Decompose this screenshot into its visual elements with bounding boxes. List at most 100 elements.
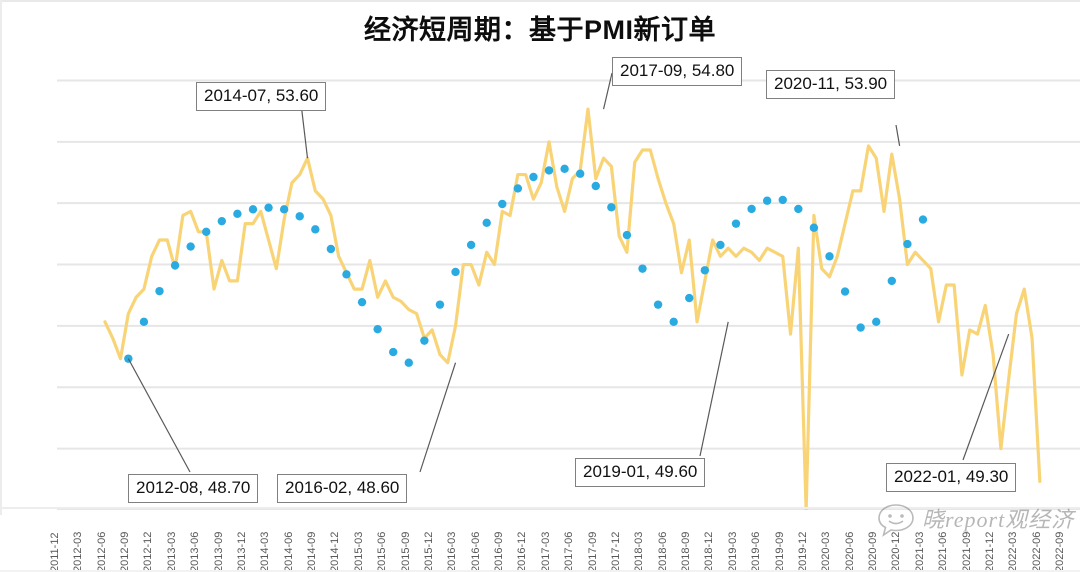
trend-dot — [389, 347, 398, 357]
trend-dot — [716, 240, 725, 250]
trend-dot — [762, 196, 772, 205]
trend-dot — [778, 195, 787, 205]
trend-dot — [466, 240, 476, 250]
trend-dot — [591, 181, 600, 191]
trend-dot — [357, 297, 367, 307]
x-tick-label: 2011-12 — [49, 532, 61, 572]
trend-dot — [794, 204, 803, 214]
trend-dot — [529, 172, 538, 182]
trend-dot — [560, 164, 569, 174]
x-tick-label: 2019-06 — [750, 531, 763, 572]
x-tick-label: 2015-12 — [422, 531, 435, 572]
x-tick-label: 2020-03 — [820, 531, 833, 572]
x-tick-label: 2020-12 — [890, 531, 903, 572]
trend-dot — [139, 317, 149, 327]
trend-dot — [700, 266, 710, 275]
trend-dot — [311, 225, 320, 234]
x-tick-label: 2014-03 — [259, 531, 272, 572]
figure-bottom-border — [0, 570, 1080, 572]
x-tick-label: 2022-03 — [1007, 531, 1020, 572]
trend-dot — [731, 219, 741, 228]
trend-dot — [217, 216, 227, 226]
x-tick-label: 2013-06 — [189, 531, 202, 572]
trend-dot — [326, 244, 336, 254]
x-tick-label: 2012-03 — [72, 531, 85, 572]
trend-dot — [279, 205, 289, 214]
trend-dot — [747, 204, 756, 214]
trend-dot — [233, 209, 242, 219]
trend-dot — [575, 169, 585, 178]
trend-dot — [872, 317, 881, 327]
x-tick-label: 2019-09 — [773, 531, 786, 572]
series-short-cycle-trend — [124, 164, 928, 367]
x-tick-label: 2016-06 — [469, 531, 482, 572]
trend-dot — [186, 242, 195, 251]
x-tick-label: 2014-06 — [282, 531, 295, 572]
x-tick-label: 2021-06 — [937, 531, 950, 572]
x-tick-label: 2017-09 — [586, 531, 599, 572]
x-tick-label: 2017-06 — [563, 531, 576, 572]
trend-dot — [887, 276, 897, 286]
leader-line-2020-11 — [895, 124, 901, 147]
x-tick-label: 2013-03 — [165, 531, 178, 572]
trend-dot — [202, 227, 211, 237]
x-tick-label: 2014-09 — [306, 531, 319, 572]
plot-svg — [57, 72, 1080, 510]
x-tick-label: 2015-03 — [352, 531, 365, 572]
x-tick-label: 2018-06 — [656, 531, 669, 572]
trend-dot — [622, 230, 632, 240]
trend-dot — [513, 184, 523, 193]
figure-top-border — [0, 0, 1080, 2]
annotation-2016-02: 2016-02, 48.60 — [277, 474, 408, 503]
annotation-2020-11: 2020-11, 53.90 — [766, 70, 896, 99]
leader-line-2017-09 — [602, 72, 613, 110]
x-tick-label: 2016-09 — [493, 531, 506, 572]
x-tick-label: 2012-12 — [142, 531, 155, 572]
x-tick-label: 2021-03 — [913, 531, 926, 572]
trend-dot — [342, 270, 351, 279]
x-axis-tick-labels: 2011-12 2012-03 2012-06 2012-09 2012-12 2013-… — [49, 509, 1080, 572]
trend-dot — [295, 212, 304, 221]
x-tick-label: 2018-09 — [680, 531, 693, 572]
trend-dot — [638, 264, 647, 273]
leader-line-2012-08 — [127, 358, 191, 473]
plot-area — [57, 60, 1080, 510]
trend-dot — [840, 287, 850, 296]
trend-dot — [607, 203, 616, 212]
trend-dot — [404, 358, 413, 367]
x-tick-label: 2014-12 — [329, 531, 342, 572]
trend-dot — [420, 336, 429, 345]
x-tick-label: 2019-03 — [726, 531, 739, 572]
x-tick-label: 2016-03 — [446, 531, 459, 572]
trend-dot — [482, 218, 491, 228]
x-tick-label: 2021-12 — [983, 531, 996, 572]
x-tick-label: 2022-06 — [1030, 531, 1043, 572]
x-tick-label: 2019-12 — [796, 531, 809, 572]
trend-dot — [809, 223, 819, 232]
chart-title: 经济短周期：基于PMI新订单 — [363, 15, 716, 45]
x-tick-label: 2013-09 — [212, 531, 225, 572]
trend-dot — [856, 323, 865, 332]
trend-dot — [373, 324, 382, 334]
x-tick-label: 2013-12 — [235, 531, 248, 572]
annotation-leader-lines — [127, 72, 1010, 473]
trend-dot — [498, 199, 507, 209]
x-tick-label: 2022-09 — [1054, 531, 1066, 572]
x-tick-label: 2012-06 — [95, 531, 108, 572]
trend-dot — [451, 267, 460, 277]
trend-dot — [669, 317, 678, 327]
x-tick-label: 2012-09 — [119, 531, 132, 572]
trend-dot — [825, 252, 834, 261]
annotation-2012-08: 2012-08, 48.70 — [128, 474, 259, 503]
annotation-2014-07: 2014-07, 53.60 — [196, 82, 327, 111]
trend-dot — [544, 166, 554, 175]
trend-dot — [653, 300, 663, 309]
trend-dot — [435, 300, 445, 309]
x-tick-label: 2021-09 — [960, 531, 973, 572]
trend-dot — [903, 239, 912, 249]
trend-dot — [170, 261, 180, 270]
x-tick-label: 2017-12 — [609, 531, 622, 572]
leader-line-2016-02 — [419, 362, 457, 473]
annotation-2019-01: 2019-01, 49.60 — [575, 458, 706, 487]
